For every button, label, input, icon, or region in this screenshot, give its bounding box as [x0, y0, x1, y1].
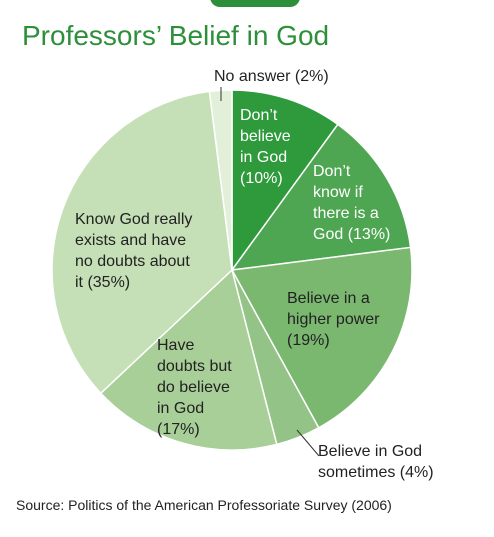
slice-label-line: no doubts about [75, 253, 190, 270]
slice-label-line: higher power [287, 311, 380, 328]
slice-label-line: in God [240, 149, 287, 166]
slice-label-higher-power: Believe in a higher power (19%) [287, 290, 380, 349]
slice-label-line: exists and have [75, 232, 186, 249]
slice-label-line: there is a [313, 205, 379, 222]
slice-label-line: do believe [157, 379, 230, 396]
slice-label-dont-know: Don’t know if there is a God (13%) [313, 163, 390, 243]
pie-slice-dont-believe [231, 89, 339, 273]
slice-label-line: believe [240, 128, 291, 145]
leader-line-believe-sometimes [296, 429, 320, 457]
source-note: Source: Politics of the American Profess… [16, 497, 392, 513]
slice-label-line: (19%) [287, 332, 330, 349]
slice-label-line: Believe in God [318, 443, 422, 460]
slice-label-line: No answer (2%) [214, 68, 329, 85]
slice-label-have-doubts: Have doubts but do believe in God (17%) [157, 337, 232, 438]
slice-label-line: Know God really [75, 211, 192, 228]
pie-slice-have-doubts [99, 268, 278, 451]
top-decoration [0, 0, 494, 8]
slice-label-no-answer: No answer (2%) [214, 68, 329, 85]
slice-label-line: doubts but [157, 358, 232, 375]
slice-label-dont-believe: Don’t believe in God (10%) [240, 107, 291, 187]
slice-label-line: Have [157, 337, 194, 354]
slice-label-line: (17%) [157, 421, 200, 438]
slice-label-line: know if [313, 184, 363, 201]
slice-label-line: God (13%) [313, 226, 390, 243]
slice-label-line: Don’t [313, 163, 351, 180]
slice-label-line: Don’t [240, 107, 278, 124]
chart-title: Professors’ Belief in God [22, 20, 330, 51]
slice-label-line: sometimes (4%) [318, 464, 434, 481]
slice-label-line: (10%) [240, 170, 283, 187]
slice-label-line: it (35%) [75, 274, 130, 291]
slice-label-line: in God [157, 400, 204, 417]
pie-slice-dont-know [230, 123, 412, 271]
pie-slice-higher-power [230, 246, 413, 429]
pie-slice-know-god [51, 90, 233, 395]
slice-label-line: Believe in a [287, 290, 370, 307]
slice-label-believe-sometimes: Believe in God sometimes (4%) [318, 443, 434, 481]
slice-label-know-god: Know God really exists and have no doubts … [75, 211, 192, 291]
